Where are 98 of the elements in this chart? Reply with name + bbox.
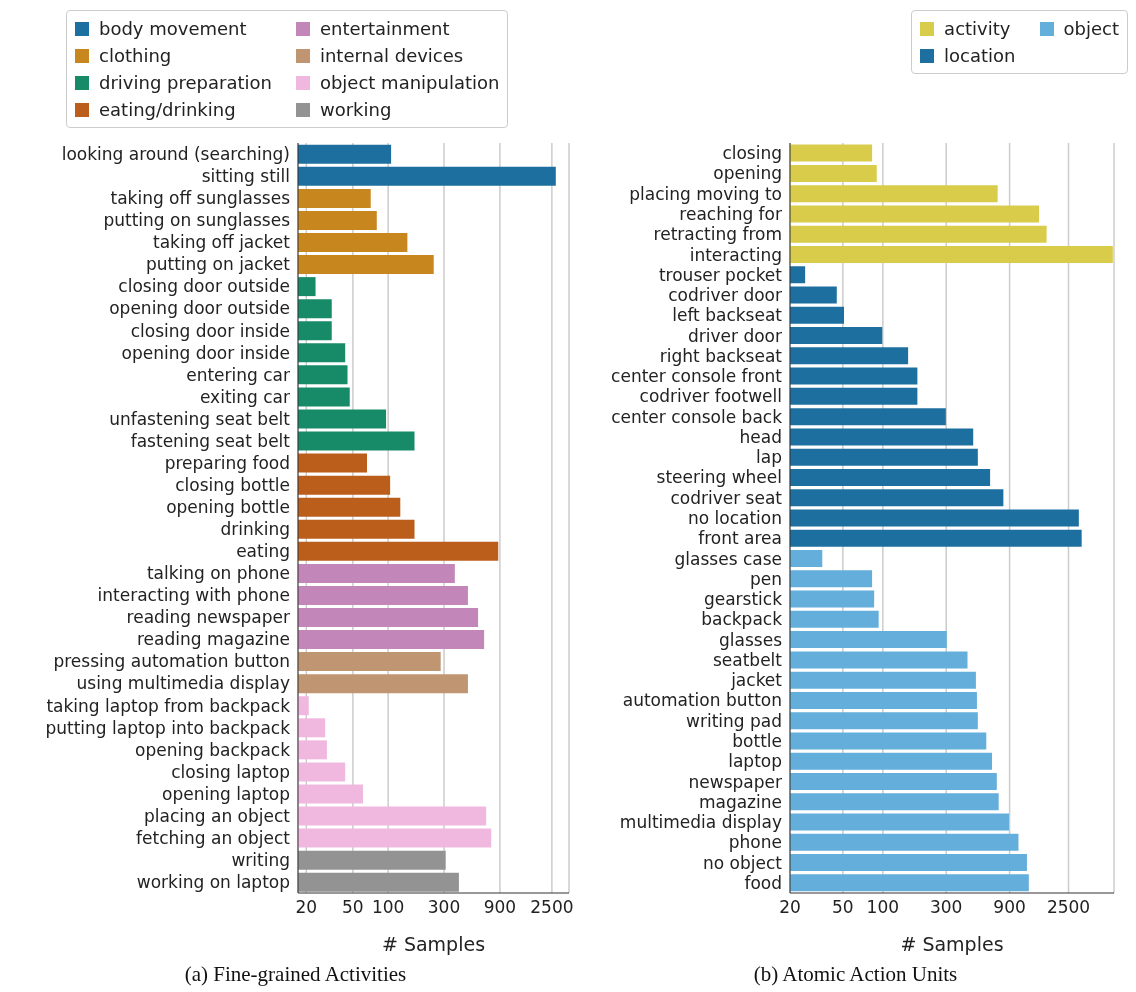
y-tick-label: opening bottle (166, 497, 290, 518)
y-tick-label: opening (713, 163, 782, 184)
x-tick-label: 100 (371, 897, 405, 918)
y-tick-label: center console front (611, 366, 783, 387)
y-tick-label: bottle (732, 731, 782, 752)
y-tick-label: codriver seat (670, 487, 783, 508)
text: (a) Fine-grained Activities (183, 962, 408, 987)
y-tick-label: preparing food (164, 452, 290, 473)
x-tick-label: 300 (929, 897, 963, 918)
y-tick-label: left backseat (672, 305, 783, 326)
y-tick-label: codriver door (668, 285, 783, 306)
y-tick-label: front area (698, 528, 782, 549)
y-tick-label: magazine (698, 791, 782, 812)
y-tick-label: working on laptop (136, 872, 290, 893)
y-tick-label: reading newspaper (126, 607, 291, 628)
y-tick-label: talking on phone (146, 563, 290, 584)
y-tick-label: glasses (719, 629, 783, 650)
legend-label: object manipulation (319, 72, 500, 93)
y-tick-label: no object (703, 852, 783, 873)
y-tick-label: glasses case (674, 548, 782, 569)
x-tick-label: 300 (427, 897, 461, 918)
legend-label: object (1063, 18, 1119, 39)
x-tick-label: 900 (483, 897, 517, 918)
y-tick-label: codriver footwell (639, 386, 782, 407)
y-tick-label: eating (236, 541, 290, 562)
y-tick-label: closing laptop (171, 761, 290, 782)
legend-label: working (319, 99, 392, 120)
y-tick-label: automation button (622, 690, 782, 711)
x-tick-label: 50 (342, 897, 364, 918)
y-tick-label: center console back (611, 406, 783, 427)
y-tick-label: closing bottle (175, 474, 290, 495)
y-tick-label: food (744, 872, 782, 893)
y-tick-label: right backseat (659, 345, 783, 366)
y-tick-label: driver door (688, 325, 783, 346)
legend-label: activity (944, 18, 1011, 39)
y-tick-label: taking laptop from backpack (46, 695, 291, 716)
y-tick-label: interacting (689, 244, 782, 265)
y-tick-label: phone (728, 832, 782, 853)
legend-label: body movement (99, 18, 247, 39)
x-tick-label: 20 (295, 897, 318, 918)
y-tick-label: sitting still (201, 166, 290, 187)
y-tick-label: taking off sunglasses (110, 188, 291, 209)
y-tick-label: placing moving to (629, 183, 782, 204)
y-tick-label: closing door outside (118, 276, 290, 297)
y-tick-label: entering car (186, 364, 291, 385)
y-tick-label: writing pad (686, 710, 782, 731)
y-tick-label: pressing automation button (53, 651, 290, 672)
legend-label: eating/drinking (99, 99, 236, 120)
legend-label: entertainment (319, 18, 450, 39)
x-tick-label: 2500 (530, 897, 574, 918)
y-tick-label: newspaper (688, 771, 782, 792)
y-tick-label: closing (722, 143, 782, 164)
y-tick-label: opening laptop (162, 783, 290, 804)
legend-label: clothing (99, 45, 172, 66)
y-tick-label: reading magazine (136, 629, 290, 650)
y-tick-label: unfastening seat belt (109, 408, 291, 429)
y-tick-label: opening backpack (135, 739, 291, 760)
y-tick-label: head (739, 426, 782, 447)
y-tick-label: writing (231, 849, 290, 870)
x-axis-title: # Samples (381, 933, 486, 955)
y-tick-label: opening door outside (109, 298, 290, 319)
y-tick-label: seatbelt (712, 649, 783, 670)
x-tick-label: 900 (993, 897, 1026, 918)
text: (b) Atomic Action Units (752, 962, 959, 987)
y-tick-label: multimedia display (619, 812, 782, 833)
y-tick-label: fastening seat belt (130, 430, 291, 451)
y-tick-label: fetching an object (136, 827, 291, 848)
y-tick-label: putting laptop into backpack (45, 717, 291, 738)
x-axis-title: # Samples (900, 933, 1004, 955)
x-tick-label: 50 (832, 897, 854, 918)
y-tick-label: reaching for (679, 203, 782, 224)
y-tick-label: gearstick (703, 589, 783, 610)
y-tick-label: no location (687, 508, 782, 529)
y-tick-label: interacting with phone (97, 585, 290, 606)
y-tick-label: using multimedia display (76, 673, 290, 694)
y-tick-label: looking around (searching) (61, 144, 290, 165)
y-tick-label: backpack (701, 609, 783, 630)
legend-label: internal devices (319, 45, 464, 66)
y-tick-label: putting on sunglasses (103, 210, 291, 231)
x-tick-label: 2500 (1046, 897, 1091, 918)
y-tick-label: pen (749, 568, 782, 589)
y-tick-label: steering wheel (656, 467, 782, 488)
y-tick-label: laptop (728, 751, 782, 772)
y-tick-label: lap (756, 447, 782, 468)
legend-label: driving preparation (99, 72, 272, 93)
x-tick-label: 100 (866, 897, 900, 918)
y-tick-label: retracting from (653, 224, 782, 245)
y-tick-label: closing door inside (130, 320, 290, 341)
x-tick-label: 20 (779, 897, 801, 918)
legend-label: location (944, 45, 1016, 66)
y-tick-label: placing an object (144, 805, 291, 826)
y-tick-label: putting on jacket (145, 254, 291, 275)
y-tick-label: exiting car (199, 386, 290, 407)
y-tick-label: drinking (220, 519, 290, 540)
y-tick-label: taking off jacket (153, 232, 291, 253)
y-tick-label: trouser pocket (658, 264, 783, 285)
y-tick-label: jacket (730, 670, 783, 691)
y-tick-label: opening door inside (121, 342, 290, 363)
